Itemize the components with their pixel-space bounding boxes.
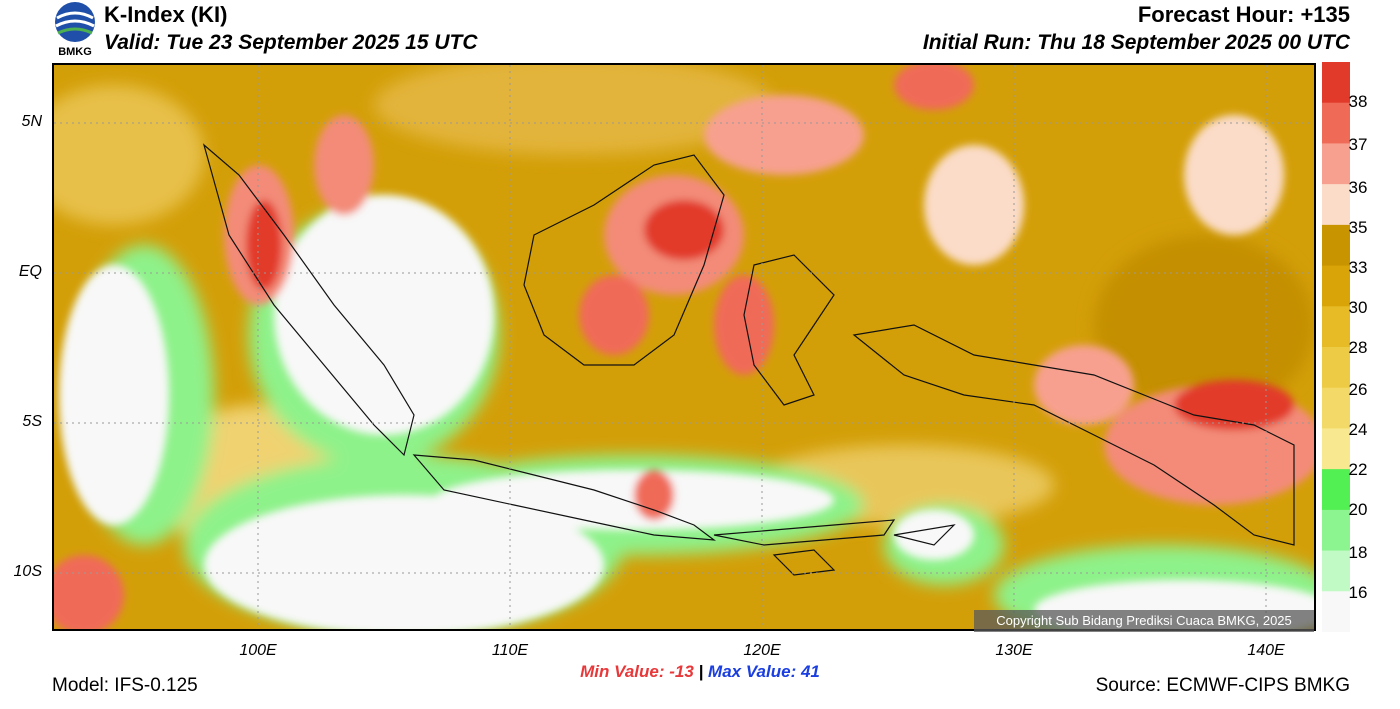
colorbar-label: 33 — [1348, 258, 1368, 277]
model-info: Model: IFS-0.125 — [52, 675, 198, 696]
lat-label: 10S — [13, 563, 42, 580]
colorbar-label: 36 — [1348, 178, 1368, 197]
colorbar-label: 22 — [1348, 460, 1368, 479]
colorbar-label: 24 — [1348, 420, 1368, 439]
colorbar-label: 20 — [1348, 500, 1368, 519]
k-index-field — [54, 65, 1314, 629]
lon-label: 140E — [1247, 642, 1285, 659]
logo-text: BMKG — [58, 46, 92, 58]
colorbar-label: 16 — [1348, 583, 1368, 602]
colorbar-label: 26 — [1348, 380, 1368, 399]
colorbar-swatch — [1322, 62, 1350, 104]
source-info: Source: ECMWF-CIPS BMKG — [1095, 675, 1350, 696]
colorbar-label: 35 — [1348, 218, 1368, 237]
lat-label: 5N — [21, 113, 42, 130]
max-value: Max Value: 41 — [708, 662, 820, 681]
colorbar-swatch — [1322, 387, 1350, 429]
valid-time: Valid: Tue 23 September 2025 15 UTC — [104, 31, 478, 54]
colorbar-label: 28 — [1348, 338, 1368, 357]
colorbar-swatch — [1322, 224, 1350, 267]
lon-label: 100E — [239, 642, 277, 659]
colorbar-swatch — [1322, 550, 1350, 592]
lon-label: 120E — [743, 642, 781, 659]
colorbar-label: 18 — [1348, 543, 1368, 562]
colorbar-swatch — [1322, 265, 1350, 307]
colorbar-swatch — [1322, 347, 1350, 389]
stats-separator: | — [698, 662, 704, 681]
colorbar-label: 38 — [1348, 92, 1368, 111]
bmkg-logo: BMKG — [52, 0, 98, 60]
colorbar-label: 30 — [1348, 298, 1368, 317]
map-panel — [52, 63, 1316, 631]
colorbar — [1322, 62, 1350, 632]
colorbar-swatch — [1322, 469, 1350, 511]
lon-label: 110E — [491, 642, 529, 659]
chart-title: K-Index (KI) — [104, 2, 228, 27]
colorbar-swatch — [1322, 591, 1350, 632]
lat-label: EQ — [18, 263, 42, 280]
colorbar-swatch — [1322, 184, 1350, 226]
lat-label: 5S — [22, 413, 42, 430]
initial-run: Initial Run: Thu 18 September 2025 00 UT… — [922, 31, 1350, 54]
min-max-values: Min Value: -13 | Max Value: 41 — [0, 662, 1400, 682]
colorbar-label: 37 — [1348, 135, 1368, 154]
min-value: Min Value: -13 — [580, 662, 694, 681]
colorbar-swatch — [1322, 102, 1350, 144]
bmkg-logo-icon — [55, 2, 95, 42]
copyright-notice: Copyright Sub Bidang Prediksi Cuaca BMKG… — [974, 610, 1314, 632]
forecast-hour: Forecast Hour: +135 — [1137, 2, 1350, 27]
colorbar-swatch — [1322, 428, 1350, 470]
colorbar-swatch — [1322, 143, 1350, 185]
colorbar-swatch — [1322, 509, 1350, 552]
colorbar-swatch — [1322, 306, 1350, 348]
lon-label: 130E — [995, 642, 1033, 659]
